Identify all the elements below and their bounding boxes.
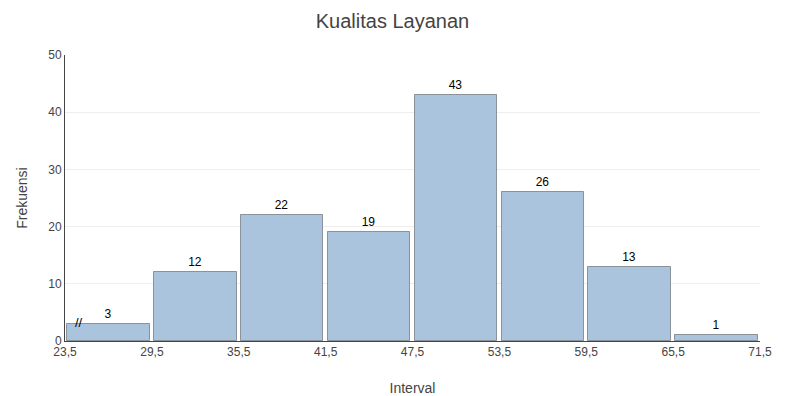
svg-text:41,5: 41,5	[314, 345, 338, 359]
svg-text:13: 13	[622, 250, 636, 264]
svg-text:19: 19	[362, 215, 376, 229]
svg-text:30: 30	[48, 163, 62, 177]
svg-text:1: 1	[713, 318, 720, 332]
svg-text:Frekuensi: Frekuensi	[14, 167, 30, 228]
svg-text:0: 0	[55, 334, 62, 348]
svg-text:53,5: 53,5	[488, 345, 512, 359]
svg-text:10: 10	[48, 277, 62, 291]
svg-text:50: 50	[48, 48, 62, 62]
svg-text:43: 43	[449, 78, 463, 92]
svg-text:59,5: 59,5	[575, 345, 599, 359]
svg-text:Interval: Interval	[390, 380, 436, 396]
svg-text:71,5: 71,5	[748, 345, 772, 359]
svg-text:20: 20	[48, 220, 62, 234]
svg-text:65,5: 65,5	[661, 345, 685, 359]
svg-text:29,5: 29,5	[140, 345, 164, 359]
svg-text:12: 12	[188, 255, 202, 269]
svg-text:47,5: 47,5	[401, 345, 425, 359]
svg-text:26: 26	[536, 175, 550, 189]
svg-text://: //	[75, 315, 83, 330]
svg-text:3: 3	[105, 307, 112, 321]
svg-text:Kualitas Layanan: Kualitas Layanan	[316, 10, 469, 32]
svg-text:22: 22	[275, 198, 289, 212]
svg-text:23,5: 23,5	[53, 345, 77, 359]
svg-text:35,5: 35,5	[227, 345, 251, 359]
svg-text:40: 40	[48, 105, 62, 119]
